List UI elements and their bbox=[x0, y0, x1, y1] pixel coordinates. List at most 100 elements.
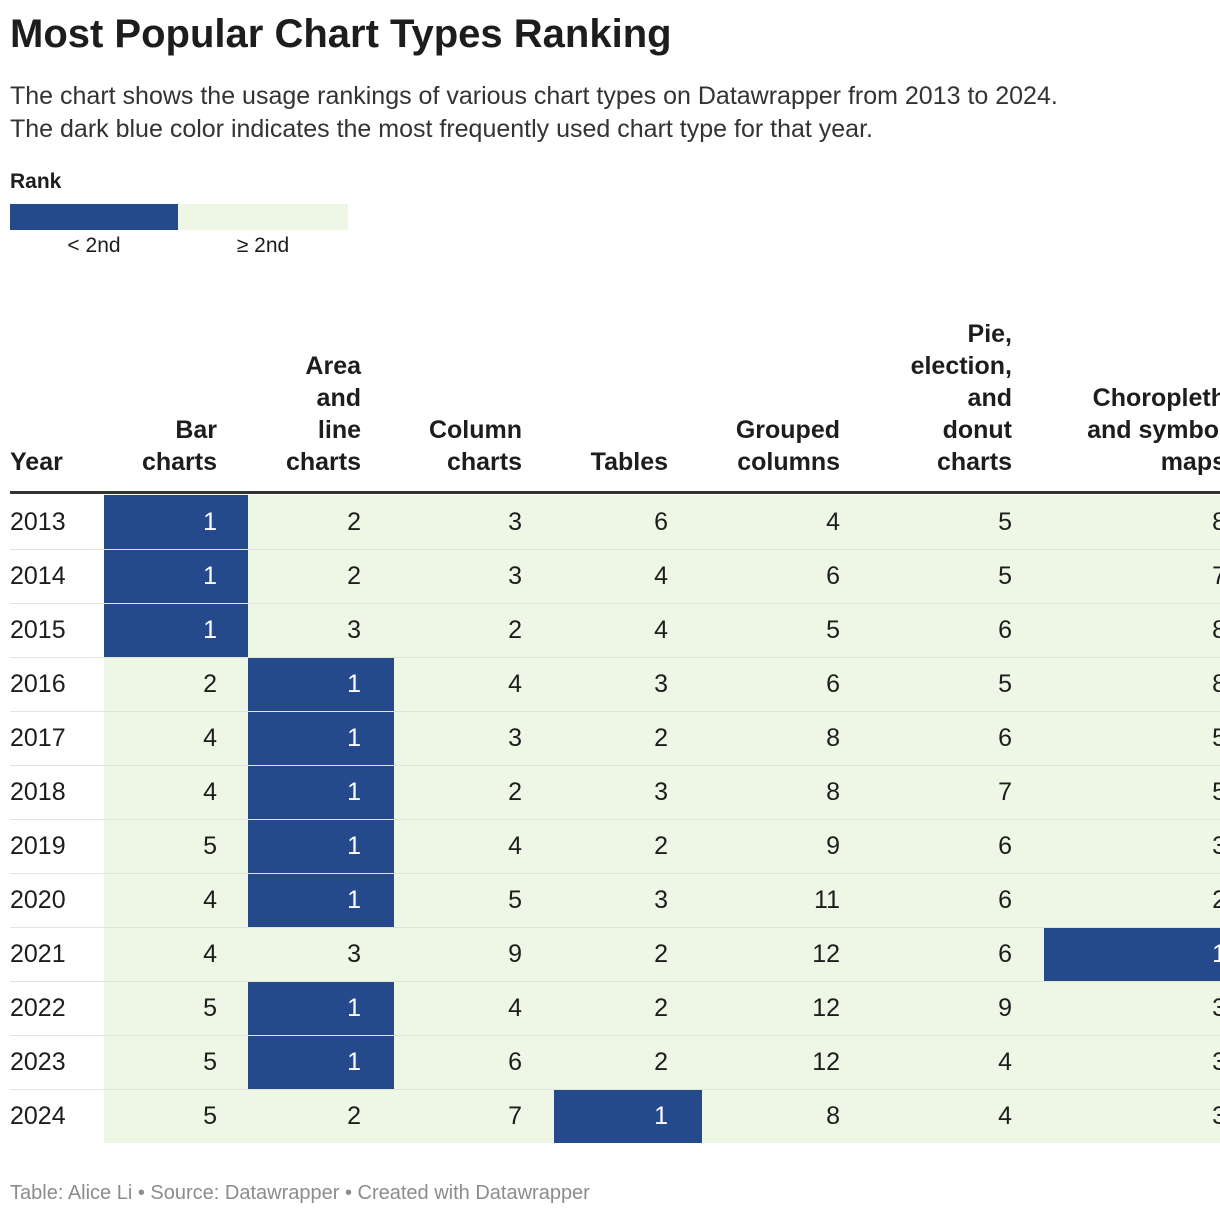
row-separator bbox=[10, 981, 1220, 982]
rank-cell: 6 bbox=[554, 495, 702, 549]
rank-cell: 4 bbox=[104, 873, 248, 927]
rank-cell: 3 bbox=[248, 927, 394, 981]
rank-cell: 6 bbox=[702, 549, 872, 603]
year-cell: 2019 bbox=[10, 832, 66, 860]
rank-cell: 5 bbox=[872, 549, 1044, 603]
rank-cell: 5 bbox=[872, 495, 1044, 549]
rank-cell: 1 bbox=[248, 657, 394, 711]
rank-cell: 2 bbox=[554, 927, 702, 981]
year-cell: 2016 bbox=[10, 670, 66, 698]
rank-cell: 1 bbox=[248, 1035, 394, 1089]
rank-cell: 2 bbox=[554, 1035, 702, 1089]
rank-cell: 2 bbox=[554, 981, 702, 1035]
row-separator bbox=[10, 927, 1220, 928]
legend-swatch bbox=[178, 204, 348, 230]
column-header: Grouped columns bbox=[735, 416, 840, 476]
rank-cell: 4 bbox=[554, 603, 702, 657]
rank-cell: 6 bbox=[702, 657, 872, 711]
rank-cell: 5 bbox=[394, 873, 554, 927]
rank-cell: 7 bbox=[872, 765, 1044, 819]
row-separator bbox=[10, 819, 1220, 820]
rank-cell: 1 bbox=[248, 873, 394, 927]
year-cell: 2017 bbox=[10, 724, 66, 752]
row-separator bbox=[10, 549, 1220, 550]
subtitle: The chart shows the usage rankings of va… bbox=[10, 82, 1058, 110]
rank-cell: 3 bbox=[554, 765, 702, 819]
rank-cell: 12 bbox=[702, 981, 872, 1035]
rank-cell: 5 bbox=[1044, 765, 1220, 819]
year-cell: 2020 bbox=[10, 886, 66, 914]
rank-cell: 5 bbox=[104, 1035, 248, 1089]
rank-cell: 5 bbox=[104, 819, 248, 873]
rank-cell: 7 bbox=[1044, 549, 1220, 603]
row-separator bbox=[10, 603, 1220, 604]
rank-cell: 8 bbox=[1044, 603, 1220, 657]
row-separator bbox=[10, 1089, 1220, 1090]
year-cell: 2021 bbox=[10, 940, 66, 968]
rank-cell: 3 bbox=[554, 657, 702, 711]
rank-cell: 1 bbox=[104, 549, 248, 603]
row-separator bbox=[10, 873, 1220, 874]
rank-cell: 3 bbox=[248, 603, 394, 657]
column-header: Tables bbox=[590, 448, 668, 476]
column-header: Bar charts bbox=[141, 416, 217, 476]
rank-cell: 3 bbox=[1044, 1035, 1220, 1089]
rank-cell: 1 bbox=[104, 495, 248, 549]
rank-cell: 4 bbox=[104, 927, 248, 981]
rank-cell: 2 bbox=[248, 1089, 394, 1143]
rank-cell: 5 bbox=[702, 603, 872, 657]
year-cell: 2014 bbox=[10, 562, 66, 590]
year-cell: 2022 bbox=[10, 994, 66, 1022]
row-separator bbox=[10, 711, 1220, 712]
rank-cell: 6 bbox=[394, 1035, 554, 1089]
rank-cell: 1 bbox=[248, 765, 394, 819]
rank-cell: 8 bbox=[1044, 657, 1220, 711]
row-separator bbox=[10, 1035, 1220, 1036]
year-cell: 2018 bbox=[10, 778, 66, 806]
rank-cell: 5 bbox=[1044, 711, 1220, 765]
rank-cell: 8 bbox=[702, 765, 872, 819]
rank-cell: 2 bbox=[104, 657, 248, 711]
rank-cell: 6 bbox=[872, 711, 1044, 765]
rank-cell: 8 bbox=[702, 711, 872, 765]
rank-cell: 9 bbox=[702, 819, 872, 873]
rank-cell: 2 bbox=[1044, 873, 1220, 927]
rank-cell: 6 bbox=[872, 819, 1044, 873]
rank-cell: 2 bbox=[554, 711, 702, 765]
table-header: Year Bar charts Area and line charts Column… bbox=[0, 300, 1220, 478]
rank-cell: 7 bbox=[394, 1089, 554, 1143]
rank-cell: 1 bbox=[248, 711, 394, 765]
rank-cell: 4 bbox=[702, 495, 872, 549]
rank-cell: 2 bbox=[394, 603, 554, 657]
rank-cell: 5 bbox=[104, 981, 248, 1035]
year-cell: 2023 bbox=[10, 1048, 66, 1076]
rank-cell: 1 bbox=[104, 603, 248, 657]
footer: Table: Alice Li • Source: Datawrapper • … bbox=[10, 1182, 590, 1204]
rank-cell: 3 bbox=[394, 711, 554, 765]
subtitle: The dark blue color indicates the most f… bbox=[10, 115, 873, 143]
rank-cell: 2 bbox=[248, 549, 394, 603]
rank-cell: 6 bbox=[872, 603, 1044, 657]
rank-cell: 2 bbox=[248, 495, 394, 549]
rank-cell: 4 bbox=[554, 549, 702, 603]
legend-title: Rank bbox=[10, 170, 62, 193]
rank-cell: 9 bbox=[872, 981, 1044, 1035]
rank-cell: 1 bbox=[1044, 927, 1220, 981]
rank-cell: 1 bbox=[248, 819, 394, 873]
rank-cell: 4 bbox=[104, 711, 248, 765]
year-cell: 2015 bbox=[10, 616, 66, 644]
rank-cell: 8 bbox=[1044, 495, 1220, 549]
legend-label: < 2nd bbox=[67, 234, 121, 257]
rank-cell: 4 bbox=[394, 981, 554, 1035]
year-cell: 2013 bbox=[10, 508, 66, 536]
rank-cell: 1 bbox=[554, 1089, 702, 1143]
rank-cell: 12 bbox=[702, 927, 872, 981]
legend-label: ≥ 2nd bbox=[236, 234, 290, 257]
row-separator bbox=[10, 657, 1220, 658]
rank-cell: 1 bbox=[248, 981, 394, 1035]
rank-cell: 11 bbox=[702, 873, 872, 927]
rank-cell: 3 bbox=[394, 495, 554, 549]
rank-cell: 6 bbox=[872, 873, 1044, 927]
column-header: Column charts bbox=[428, 416, 522, 476]
